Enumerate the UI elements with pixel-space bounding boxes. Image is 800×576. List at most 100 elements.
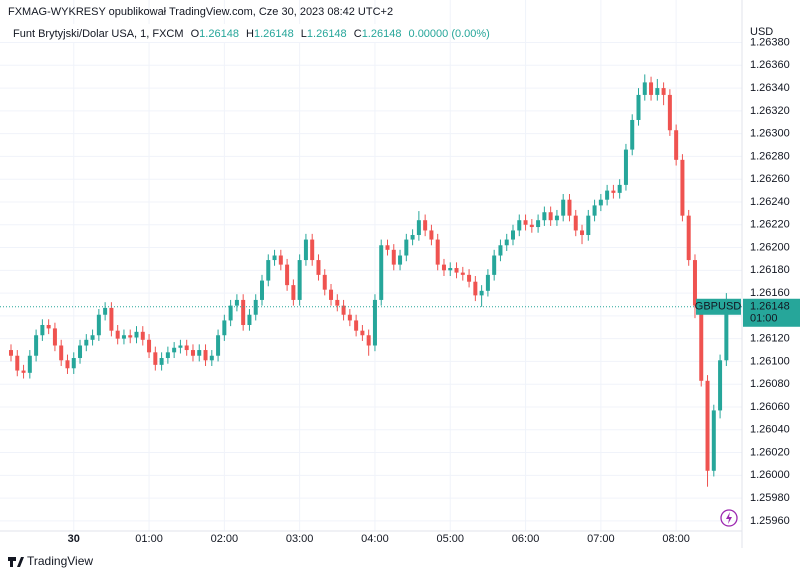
y-tick-label: 1.26380 bbox=[750, 36, 790, 48]
candle-body bbox=[291, 285, 296, 300]
candle-body bbox=[379, 245, 384, 300]
candle-body bbox=[523, 220, 528, 225]
price-tag-bg bbox=[743, 298, 800, 327]
y-tick-label: 1.26120 bbox=[750, 333, 790, 345]
candle-body bbox=[59, 345, 64, 361]
candle-body bbox=[335, 299, 340, 306]
candle-body bbox=[71, 358, 76, 369]
candle-body bbox=[178, 345, 183, 348]
candle-body bbox=[429, 230, 434, 240]
candle-body bbox=[278, 255, 283, 265]
candle-body bbox=[705, 380, 710, 471]
x-tick-label: 02:00 bbox=[211, 533, 239, 545]
candle-body bbox=[416, 220, 421, 236]
candle-body bbox=[536, 220, 541, 228]
candle-body bbox=[121, 335, 126, 339]
y-tick-label: 1.26000 bbox=[750, 469, 790, 481]
x-tick-label: 01:00 bbox=[135, 533, 163, 545]
candle-body bbox=[128, 335, 133, 338]
candle-body bbox=[398, 255, 403, 265]
candle-body bbox=[573, 215, 578, 231]
axis-title-bg bbox=[743, 22, 800, 38]
candle-body bbox=[222, 320, 227, 336]
flash-icon bbox=[720, 509, 738, 527]
candle-body bbox=[172, 347, 177, 353]
candle-body bbox=[153, 352, 158, 365]
candle-body bbox=[366, 335, 371, 346]
legend: Funt Brytyjski/Dolar USA, 1, FXCM O1.261… bbox=[13, 28, 490, 40]
y-tick-label: 1.26160 bbox=[750, 287, 790, 299]
symbol: Funt Brytyjski/Dolar USA, 1, FXCM bbox=[13, 28, 184, 40]
candle-body bbox=[46, 324, 51, 329]
candle-body bbox=[260, 280, 264, 300]
legend-value: 1.26148 bbox=[199, 28, 239, 40]
candle-body bbox=[661, 88, 666, 95]
candle-body bbox=[649, 82, 654, 95]
candle-body bbox=[354, 320, 359, 331]
legend-value: 1.26148 bbox=[254, 28, 294, 40]
candle-body bbox=[423, 220, 428, 231]
candle-body bbox=[529, 224, 534, 228]
x-tick-label: 04:00 bbox=[361, 533, 389, 545]
legend-bg bbox=[0, 24, 430, 42]
candle-body bbox=[724, 306, 729, 361]
y-tick-label: 1.26180 bbox=[750, 264, 790, 276]
x-tick-label: 06:00 bbox=[512, 533, 540, 545]
y-tick-label: 1.26240 bbox=[750, 196, 790, 208]
candle-body bbox=[686, 215, 691, 261]
candle-body bbox=[316, 260, 321, 275]
candle-body bbox=[216, 335, 221, 356]
candle-body bbox=[329, 289, 334, 300]
candle-body bbox=[561, 199, 566, 216]
candle-body bbox=[21, 370, 26, 373]
y-tick-label: 1.26060 bbox=[750, 401, 790, 413]
candle-body bbox=[655, 88, 660, 95]
candle-body bbox=[40, 324, 45, 336]
candle-body bbox=[27, 355, 32, 373]
y-tick-label: 1.26360 bbox=[750, 59, 790, 71]
candle-body bbox=[78, 345, 83, 359]
candle-body bbox=[642, 82, 647, 95]
candle-body bbox=[247, 314, 252, 325]
footer: TradingView bbox=[27, 554, 93, 568]
candle-body bbox=[517, 220, 522, 231]
y-tick-label: 1.26220 bbox=[750, 219, 790, 231]
candle-body bbox=[184, 345, 189, 351]
y-tick-label: 1.26080 bbox=[750, 378, 790, 390]
logo bbox=[8, 557, 24, 567]
candle-body bbox=[692, 260, 697, 306]
candle-body bbox=[711, 410, 716, 471]
candle-body bbox=[498, 245, 503, 256]
candle-body bbox=[511, 230, 515, 240]
candle-body bbox=[228, 305, 233, 321]
candle-body bbox=[203, 350, 208, 361]
x-tick-label: 03:00 bbox=[286, 533, 314, 545]
candle-body bbox=[504, 239, 509, 246]
legend-key: C bbox=[354, 28, 362, 40]
candle-body bbox=[680, 159, 685, 216]
candle-body bbox=[667, 94, 672, 131]
candle-body bbox=[492, 255, 497, 275]
candle-body bbox=[567, 199, 572, 216]
legend-key: L bbox=[301, 28, 307, 40]
candle-body bbox=[605, 190, 610, 200]
y-tick-label: 1.26100 bbox=[750, 355, 790, 367]
candle-body bbox=[209, 355, 214, 361]
candle-body bbox=[460, 272, 465, 275]
price-tag: 1.26148 bbox=[750, 301, 790, 313]
header: FXMAG-WYKRESY opublikował TradingView.co… bbox=[8, 6, 393, 18]
candle-body bbox=[674, 130, 679, 160]
candle-body bbox=[266, 260, 271, 281]
candle-body bbox=[467, 274, 472, 282]
candle-body bbox=[360, 330, 365, 336]
candle-body bbox=[272, 255, 277, 261]
candle-body bbox=[165, 352, 170, 359]
candle-body bbox=[617, 184, 622, 193]
candle-body bbox=[96, 314, 101, 336]
symbol-tag: GBPUSD bbox=[695, 301, 742, 313]
candle-body bbox=[441, 264, 446, 271]
legend-change: 0.00000 (0.00%) bbox=[409, 28, 490, 40]
candle-body bbox=[234, 299, 239, 306]
